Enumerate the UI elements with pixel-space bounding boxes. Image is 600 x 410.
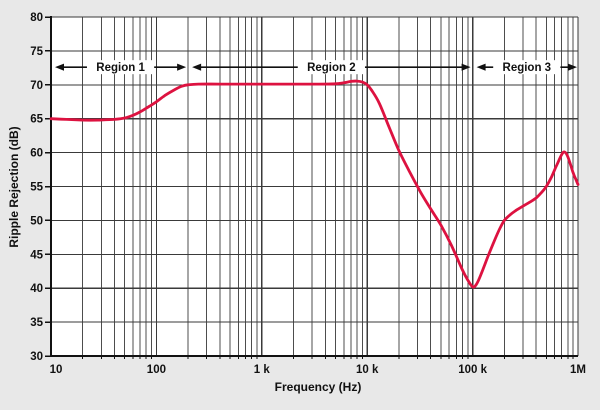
y-tick-label: 50: [30, 215, 43, 227]
arrow-left-icon: [55, 63, 64, 71]
x-tick-label: 1 k: [254, 364, 271, 376]
x-tick-label: 100: [147, 364, 166, 376]
region-annotation: Region 1: [55, 60, 187, 75]
region-label-patch: [297, 60, 365, 75]
y-tick-label: 70: [30, 80, 43, 92]
y-tick-label: 80: [30, 12, 43, 24]
x-tick-label: 1M: [570, 364, 586, 376]
region-label-patch: [493, 60, 561, 75]
x-tick-labels: 10 100 1 k 10 k 100 k 1M: [50, 364, 586, 376]
x-axis-title: Frequency (Hz): [274, 380, 362, 394]
y-tick-label: 55: [30, 182, 43, 194]
region-annotation: Region 2: [192, 60, 471, 75]
region-annotation: Region 3: [476, 60, 577, 75]
x-tick-label: 100 k: [458, 364, 487, 376]
arrow-right-icon: [177, 63, 187, 71]
ripple-rejection-curve: [49, 79, 580, 289]
arrow-left-icon: [476, 63, 486, 71]
x-tick-label: 10 k: [356, 364, 379, 376]
y-tick-labels: 30 35 40 45 50 55 60 65 70 75 80: [30, 12, 51, 363]
y-tick-label: 30: [30, 351, 43, 363]
y-tick-label: 45: [30, 249, 43, 261]
y-tick-label: 65: [30, 114, 43, 126]
arrow-right-icon: [568, 63, 577, 71]
y-tick-label: 75: [30, 46, 43, 58]
y-tick-label: 40: [30, 283, 43, 295]
region-label-patch: [86, 60, 155, 75]
arrow-left-icon: [192, 63, 202, 71]
region-label: Region 3: [503, 62, 552, 74]
y-tick-label: 60: [30, 148, 43, 160]
region-label: Region 1: [96, 62, 145, 74]
region-label: Region 2: [307, 62, 356, 74]
y-axis-title: Ripple Rejection (dB): [7, 126, 21, 248]
arrow-right-icon: [461, 63, 471, 71]
x-tick-label: 10: [50, 364, 63, 376]
y-tick-label: 35: [30, 317, 43, 329]
